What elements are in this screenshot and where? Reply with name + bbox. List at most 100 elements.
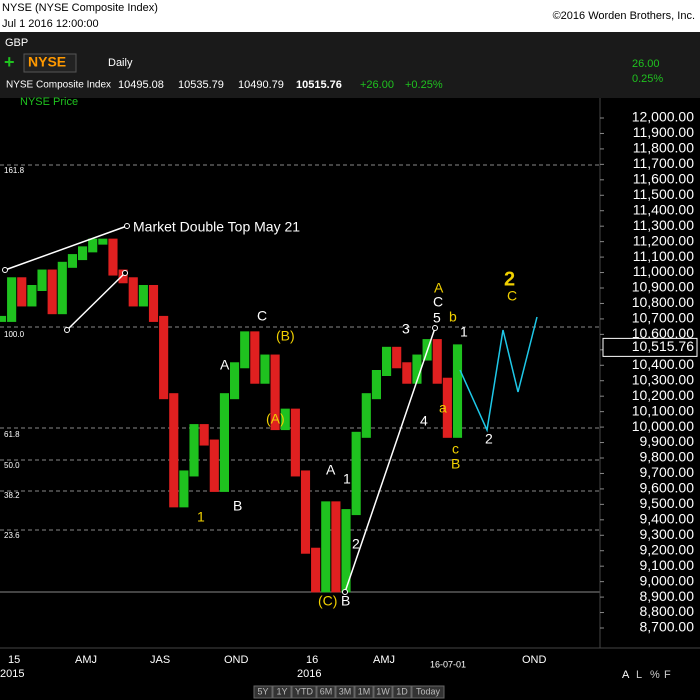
- range-button[interactable]: [316, 685, 336, 699]
- x-tick-label: 16: [306, 654, 318, 666]
- legend: NYSE Price: [20, 96, 78, 108]
- open: 10495.08: [118, 79, 164, 91]
- range-label[interactable]: Today: [416, 686, 441, 696]
- y-tick-label: 9,500.00: [640, 495, 695, 511]
- range-button[interactable]: [253, 685, 273, 699]
- x-tick-label: AMJ: [373, 654, 395, 666]
- annotation: Market Double Top May 21: [133, 219, 300, 235]
- price-bar: [311, 547, 321, 593]
- y-tick-label: 10,100.00: [632, 402, 694, 418]
- price-bar: [290, 408, 300, 477]
- y-tick-label: 9,600.00: [640, 480, 695, 496]
- price-bar: [108, 238, 118, 276]
- y-tick-label: 8,700.00: [640, 619, 695, 635]
- range-label[interactable]: YTD: [295, 686, 314, 696]
- range-button[interactable]: [291, 685, 317, 699]
- price-bar: [57, 261, 67, 315]
- price-bar: [371, 370, 381, 400]
- price-bar: [432, 339, 442, 384]
- y-tick-label: 10,000.00: [632, 418, 694, 434]
- index-name: NYSE Composite Index: [6, 80, 111, 91]
- low: 10490.79: [238, 79, 284, 91]
- price-bar: [402, 362, 412, 384]
- wave-label: A: [326, 462, 336, 478]
- y-tick-label: 9,900.00: [640, 433, 695, 449]
- fib-label: 100.0: [4, 330, 25, 339]
- copyright: ©2016 Worden Brothers, Inc.: [553, 10, 695, 22]
- y-tick-label: 10,600.00: [632, 325, 694, 341]
- range-button[interactable]: [335, 685, 355, 699]
- option[interactable]: F: [664, 669, 671, 681]
- x-tick-label: OND: [224, 654, 249, 666]
- wave-label: a: [439, 400, 447, 416]
- fib-label: 161.8: [4, 166, 25, 175]
- price-bar: [7, 277, 17, 322]
- price-bar: [321, 501, 331, 593]
- period[interactable]: Daily: [108, 57, 133, 69]
- range-button[interactable]: [354, 685, 374, 699]
- pivot: [122, 270, 128, 276]
- wave-label: (C): [318, 593, 337, 609]
- wave-label: 3: [402, 321, 410, 337]
- fib-lines: [0, 164, 600, 593]
- y-tick-label: 9,400.00: [640, 511, 695, 527]
- price-bar: [219, 393, 229, 492]
- wave-label: (A): [266, 411, 285, 427]
- add-icon[interactable]: +: [4, 52, 15, 72]
- option[interactable]: L: [636, 669, 642, 681]
- range-label[interactable]: 1W: [376, 686, 390, 696]
- price-bar: [382, 346, 392, 376]
- wave-label: C: [507, 288, 517, 304]
- y-tick-label: 12,000.00: [632, 109, 694, 125]
- range-label[interactable]: 3M: [339, 686, 352, 696]
- x-tick-label: 16-07-01: [430, 659, 466, 669]
- symbol-box[interactable]: [23, 53, 77, 73]
- price-bar: [412, 354, 422, 384]
- last-price-box: [602, 337, 698, 357]
- pivot: [432, 325, 438, 331]
- trend-lines: [4, 225, 436, 593]
- wave-label: 4: [420, 413, 428, 429]
- fib-label: 23.6: [4, 531, 20, 540]
- change: +26.00: [360, 79, 394, 91]
- wave-label: 5: [433, 310, 441, 326]
- price-bar: [88, 238, 98, 253]
- range-label[interactable]: 1M: [358, 686, 371, 696]
- trend-line: [344, 327, 436, 593]
- range-label[interactable]: 1D: [396, 686, 408, 696]
- price-bar: [250, 331, 260, 384]
- range-button[interactable]: [373, 685, 393, 699]
- wave-label: B: [233, 498, 242, 514]
- y-tick-label: 9,200.00: [640, 541, 695, 557]
- range-label[interactable]: 1Y: [276, 686, 287, 696]
- range-button[interactable]: [411, 685, 445, 699]
- y-tick-label: 11,400.00: [633, 201, 694, 217]
- pivot: [342, 589, 348, 595]
- range-button[interactable]: [272, 685, 292, 699]
- price-bar: [361, 393, 371, 438]
- fib-label: 61.8: [4, 430, 20, 439]
- y-tick-label: 11,800.00: [633, 140, 694, 156]
- range-button[interactable]: [392, 685, 412, 699]
- option[interactable]: %: [650, 669, 660, 681]
- price-bar: [67, 254, 77, 268]
- y-tick-label: 11,900.00: [633, 124, 694, 140]
- wave-label: 1: [343, 471, 351, 487]
- price-bar: [189, 424, 199, 477]
- option[interactable]: A: [622, 669, 630, 681]
- price-bar: [452, 344, 463, 438]
- currency[interactable]: GBP: [5, 37, 28, 49]
- x-tick-label: 2015: [0, 668, 24, 680]
- last-price-label: 10,515.76: [632, 338, 694, 354]
- timestamp: Jul 1 2016 12:00:00: [2, 18, 99, 30]
- y-tick-label: 9,800.00: [640, 449, 695, 465]
- y-tick-label: 8,800.00: [640, 603, 695, 619]
- wave-label: B: [341, 593, 350, 609]
- symbol[interactable]: NYSE: [28, 54, 66, 70]
- price-bar: [209, 439, 219, 492]
- range-label[interactable]: 6M: [320, 686, 333, 696]
- y-tick-label: 10,700.00: [632, 310, 694, 326]
- high: 10535.79: [178, 79, 224, 91]
- range-label[interactable]: 5Y: [257, 686, 268, 696]
- title: NYSE (NYSE Composite Index): [2, 2, 158, 14]
